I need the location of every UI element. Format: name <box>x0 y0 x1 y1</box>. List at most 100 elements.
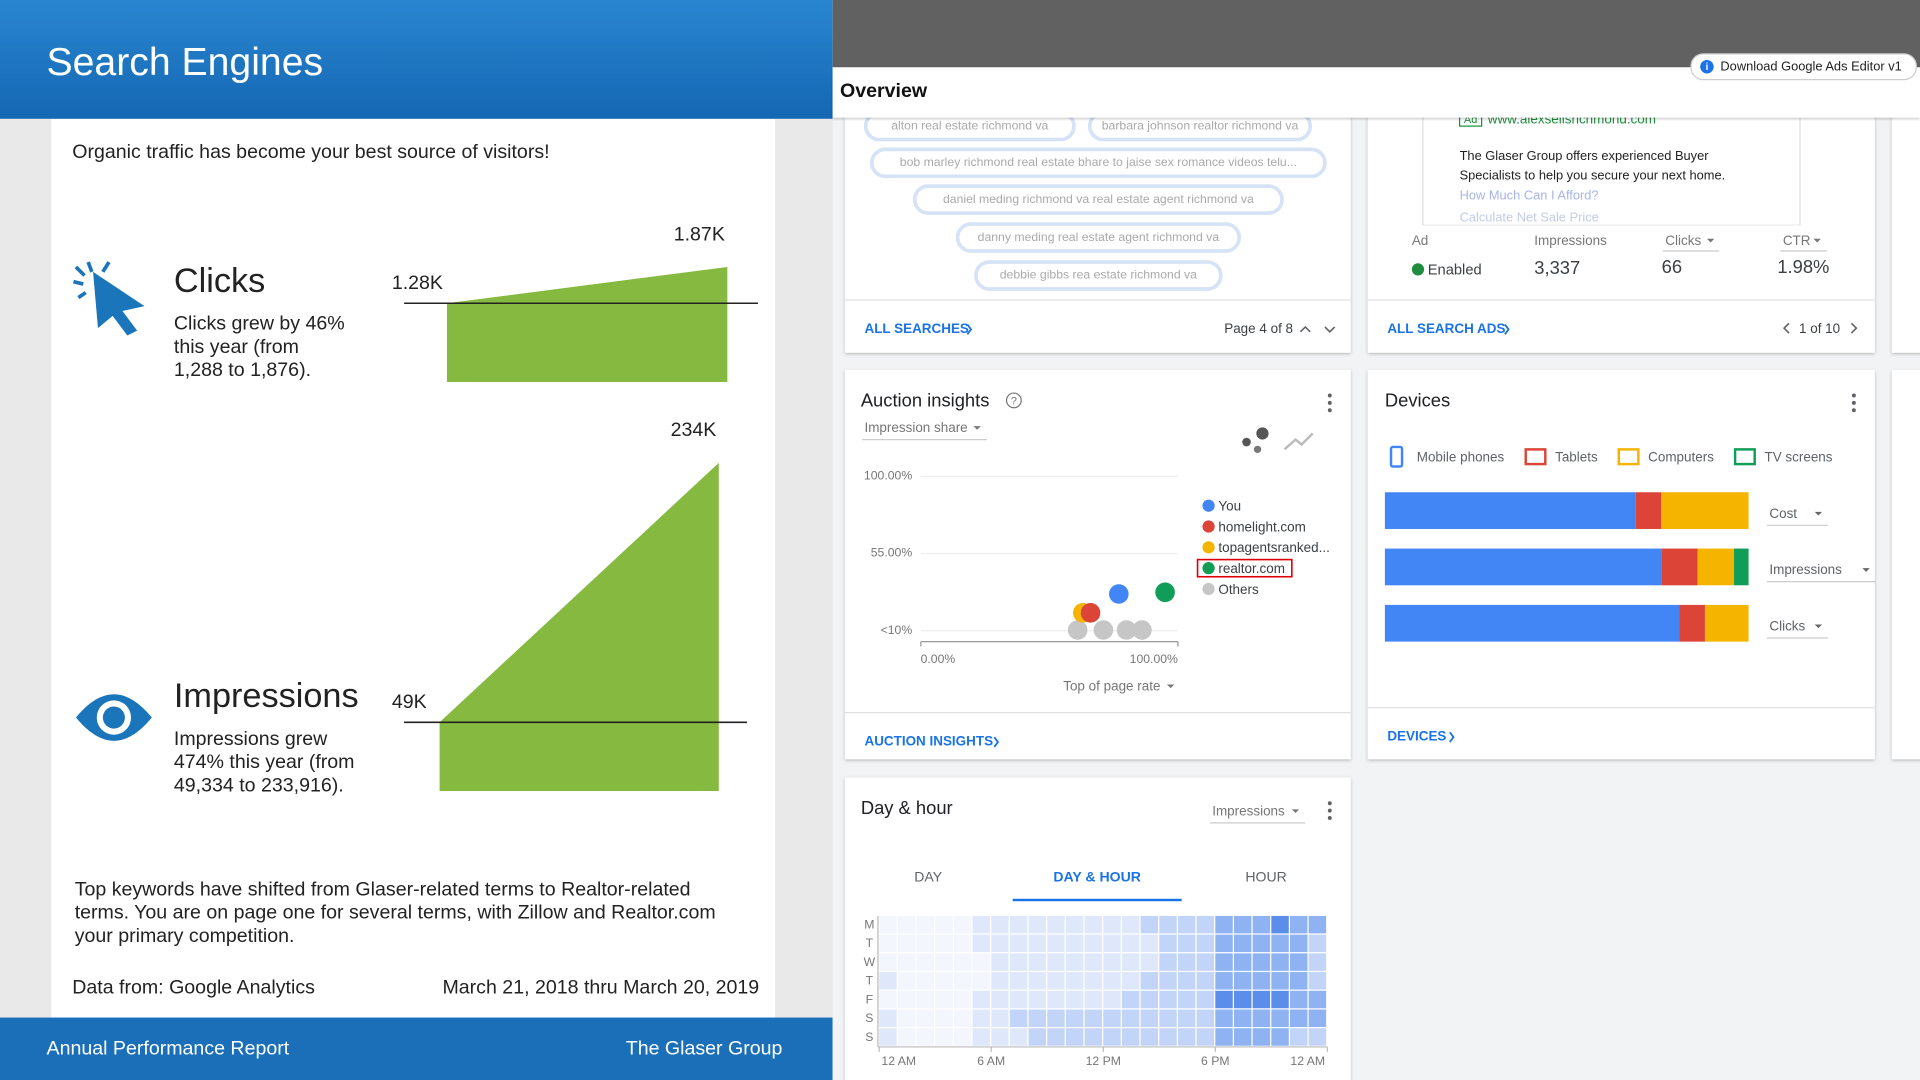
chip-text: alton real estate richmond va <box>891 118 1048 132</box>
legend-label[interactable]: TV screens <box>1764 450 1832 465</box>
tab[interactable]: DAY & HOUR <box>1053 869 1141 885</box>
ad-sitelink: Calculate Net Sale Price <box>1460 209 1599 224</box>
heat-cell <box>972 990 990 1009</box>
report-footer <box>0 1017 833 1080</box>
heat-cell <box>897 1009 916 1027</box>
heat-cell <box>1103 1028 1121 1046</box>
row-label: T <box>866 974 874 988</box>
heat-cell <box>1233 972 1252 990</box>
tab[interactable]: HOUR <box>1245 869 1286 885</box>
category-label[interactable]: Clicks <box>1769 619 1805 634</box>
legend-label[interactable]: Computers <box>1648 450 1714 465</box>
chip-text: barbara johnson realtor richmond va <box>1102 118 1299 132</box>
category-label[interactable]: Impressions <box>1769 562 1842 577</box>
dropdown-arrow <box>973 426 981 430</box>
menu-icon[interactable] <box>1327 393 1332 413</box>
impressions-desc: 49,334 to 233,916). <box>174 774 344 796</box>
heat-cell <box>1103 990 1121 1009</box>
view-toggle[interactable] <box>1242 427 1314 454</box>
help-icon[interactable] <box>1005 392 1022 409</box>
growth-charts: 1.28K 1.87K 49K 234K <box>392 223 758 792</box>
chip[interactable] <box>912 184 1284 215</box>
legend-label[interactable]: Tablets <box>1555 450 1598 465</box>
heat-cell <box>1159 972 1177 990</box>
legend-label[interactable]: homelight.com <box>1218 519 1305 534</box>
growth-area <box>439 462 719 792</box>
legend-label[interactable]: Mobile phones <box>1417 450 1505 465</box>
card-title: Auction insights <box>861 389 990 410</box>
all-search-ads-link[interactable]: ALL SEARCH ADS <box>1387 321 1505 336</box>
heat-cell <box>1140 1028 1159 1046</box>
heat-cell <box>972 915 990 934</box>
heat-cell <box>1084 1009 1103 1027</box>
heat-cell <box>991 934 1009 953</box>
date-range: March 21, 2018 thru March 20, 2019 <box>442 976 759 998</box>
heat-cell <box>935 1009 953 1027</box>
footer-right: The Glaser Group <box>626 1038 783 1060</box>
legend-label[interactable]: Others <box>1218 582 1259 597</box>
heat-cell <box>897 915 916 934</box>
info-glyph: i <box>1706 62 1709 73</box>
heat-cell <box>1084 1028 1103 1046</box>
all-searches-link[interactable]: ALL SEARCHES <box>864 321 968 336</box>
metric-select[interactable]: Impression share <box>864 420 967 435</box>
metric-select[interactable]: Impressions <box>1212 803 1285 818</box>
y-tick-label: 100.00% <box>864 469 912 483</box>
col-head[interactable]: CTR <box>1783 233 1811 248</box>
x-axis-label[interactable]: Top of page rate <box>1063 679 1160 694</box>
auction-link[interactable]: AUCTION INSIGHTS <box>864 734 993 749</box>
heat-cell <box>879 972 897 990</box>
chip[interactable] <box>974 260 1223 291</box>
heat-cell <box>1084 953 1103 971</box>
category-label[interactable]: Cost <box>1769 506 1797 521</box>
legend-swatch <box>1202 562 1215 575</box>
pager-arrows[interactable] <box>1299 325 1336 333</box>
heat-cell <box>935 990 953 1009</box>
legend-label[interactable]: realtor.com <box>1218 561 1285 576</box>
legend-label[interactable]: You <box>1218 499 1241 514</box>
heat-cell <box>1009 1028 1028 1046</box>
row-label: M <box>864 918 874 932</box>
heat-cell <box>1065 1009 1084 1027</box>
heat-cell <box>1215 972 1233 990</box>
heat-cell <box>935 934 953 953</box>
menu-icon[interactable] <box>1851 393 1856 413</box>
heat-cell <box>1215 990 1233 1009</box>
tab[interactable]: DAY <box>914 869 943 885</box>
scatter-point <box>1067 620 1088 640</box>
chip[interactable] <box>869 147 1327 179</box>
chip-text: bob marley richmond real estate bhare to… <box>900 155 1297 169</box>
chip[interactable] <box>955 222 1242 253</box>
heat-cell <box>935 915 953 934</box>
heat-cell <box>1103 972 1121 990</box>
heat-cell <box>953 972 972 990</box>
devices-link[interactable]: DEVICES <box>1387 729 1446 744</box>
ad-description: Specialists to help you secure your next… <box>1460 168 1726 183</box>
heat-cell <box>1047 972 1065 990</box>
heat-cell <box>1308 915 1327 934</box>
col-head[interactable]: Clicks <box>1665 233 1701 248</box>
sort-arrow <box>1706 238 1715 243</box>
pager-arrows[interactable] <box>1782 322 1858 334</box>
tooltip[interactable] <box>1690 53 1917 81</box>
heat-cell <box>1065 972 1084 990</box>
heat-cell <box>1028 972 1047 990</box>
heat-cell <box>1290 972 1308 990</box>
heat-cell <box>991 915 1009 934</box>
legend-label[interactable]: topagentsranked... <box>1218 540 1329 555</box>
bar-segment <box>1661 492 1749 529</box>
heat-cell <box>1047 1009 1065 1027</box>
bar-segment <box>1635 492 1662 529</box>
value-label: 49K <box>392 691 427 713</box>
menu-icon[interactable] <box>1327 801 1332 820</box>
info-icon <box>1700 60 1714 74</box>
dropdown-arrow <box>1814 511 1823 516</box>
pager: 1 of 10 <box>1799 321 1840 336</box>
page-header: Overview <box>840 80 928 102</box>
heat-cell <box>1196 1028 1215 1046</box>
heat-cell <box>1308 953 1327 971</box>
heat-cell <box>1308 972 1327 990</box>
heat-cell <box>1177 972 1196 990</box>
bar-segment <box>1384 604 1680 642</box>
